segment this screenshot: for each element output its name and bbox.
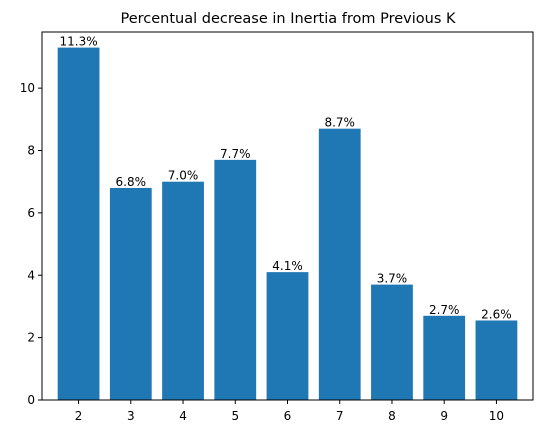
y-tick-label-0: 0 <box>27 393 35 407</box>
chart-title: Percentual decrease in Inertia from Prev… <box>120 11 456 27</box>
y-axis: 0 2 4 6 8 10 <box>20 81 42 407</box>
bar-k-2 <box>57 47 100 400</box>
x-tick-label-8: 8 <box>388 409 396 423</box>
data-label-k-3: 6.8% <box>116 175 147 189</box>
bar-k-9 <box>423 315 466 400</box>
data-labels-group: 11.3% 6.8% 7.0% 7.7% 4.1% 8.7% 3.7% 2.7% 2.6% <box>60 35 512 322</box>
data-label-k-8: 3.7% <box>377 272 408 286</box>
bar-k-10 <box>475 320 518 400</box>
x-tick-label-2: 2 <box>75 409 83 423</box>
y-tick-label-6: 6 <box>27 206 35 220</box>
x-tick-label-4: 4 <box>179 409 187 423</box>
bar-k-5 <box>214 159 257 400</box>
plot-frame <box>41 31 534 401</box>
bar-k-7 <box>318 128 361 400</box>
y-tick-label-2: 2 <box>27 331 35 345</box>
x-tick-label-10: 10 <box>489 409 504 423</box>
bar-k-3 <box>109 187 152 400</box>
y-tick-label-10: 10 <box>20 81 35 95</box>
x-tick-label-3: 3 <box>127 409 135 423</box>
data-label-k-2: 11.3% <box>60 35 98 49</box>
x-tick-label-6: 6 <box>284 409 292 423</box>
x-tick-label-7: 7 <box>336 409 344 423</box>
data-label-k-9: 2.7% <box>429 303 460 317</box>
data-label-k-5: 7.7% <box>220 147 251 161</box>
x-axis: 2 3 4 5 6 7 8 9 10 <box>75 400 504 423</box>
x-tick-label-5: 5 <box>231 409 239 423</box>
data-label-k-7: 8.7% <box>324 116 355 130</box>
y-tick-label-4: 4 <box>27 268 35 282</box>
x-tick-label-9: 9 <box>440 409 448 423</box>
bar-k-8 <box>371 284 413 400</box>
bar-k-4 <box>162 181 204 400</box>
data-label-k-4: 7.0% <box>168 169 199 183</box>
bar-k-6 <box>266 272 309 400</box>
bars-group <box>57 47 518 400</box>
data-label-k-10: 2.6% <box>481 307 512 321</box>
y-tick-label-8: 8 <box>27 144 35 158</box>
data-label-k-6: 4.1% <box>272 259 303 273</box>
